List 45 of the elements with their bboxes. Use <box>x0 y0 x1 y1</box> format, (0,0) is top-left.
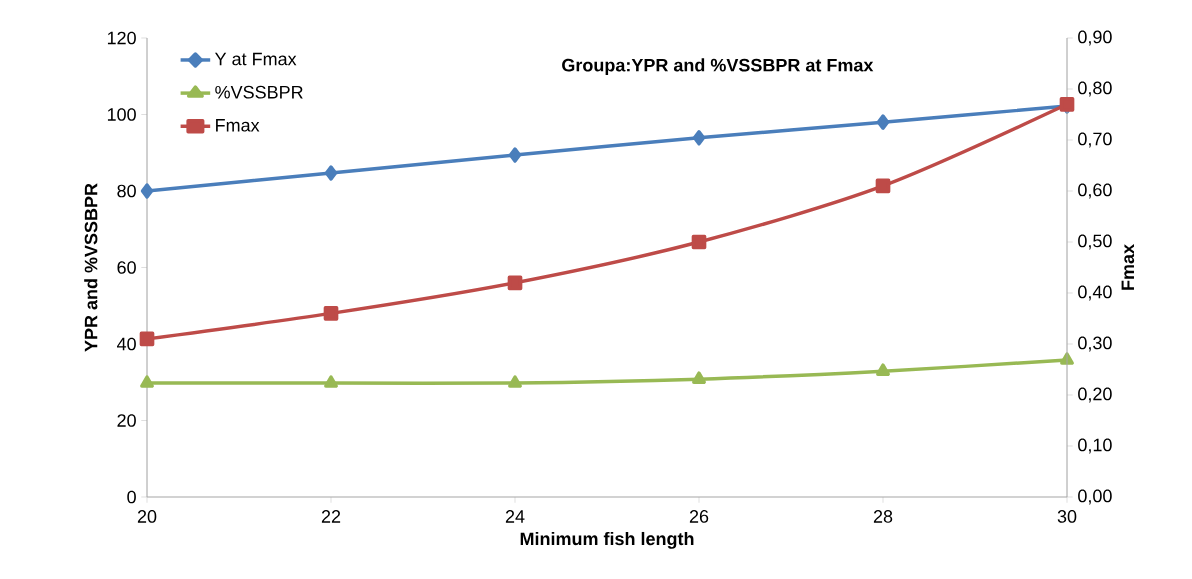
y-axis-title: YPR and %VSSBPR <box>84 183 98 352</box>
y-tick-label: 100 <box>107 108 136 121</box>
y2-tick-label: 0,00 <box>1078 489 1112 505</box>
x-axis-title: Minimum fish length <box>520 531 694 549</box>
y2-tick-label: 0,90 <box>1078 30 1112 46</box>
y2-axis-title: Fmax <box>1121 244 1135 290</box>
y2-tick-label: 0,10 <box>1078 438 1112 454</box>
x-tick-label: 24 <box>505 510 525 523</box>
x-tick-label: 22 <box>321 510 341 523</box>
x-tick-label: 28 <box>873 510 893 523</box>
y-tick-label: 20 <box>117 414 136 427</box>
point <box>875 178 891 194</box>
point <box>508 147 522 163</box>
y-tick-label: 40 <box>117 337 136 351</box>
y-tick-label: 60 <box>117 261 136 274</box>
y2-tick-label: 0,60 <box>1078 183 1112 199</box>
y-tick-label: 0 <box>127 490 136 504</box>
point <box>507 275 523 291</box>
point <box>876 114 890 130</box>
y2-tick-label: 0,50 <box>1078 234 1112 250</box>
legend-label: Y at Fmax <box>214 52 297 66</box>
y-tick-label: 80 <box>117 184 136 198</box>
point <box>692 130 706 146</box>
y2-tick-label: 0,80 <box>1078 81 1112 97</box>
point <box>324 165 338 181</box>
point <box>140 375 154 388</box>
y2-tick-label: 0,40 <box>1078 285 1112 301</box>
y-tick-label: 120 <box>107 31 136 45</box>
point <box>140 183 154 199</box>
point <box>323 306 339 321</box>
point <box>508 375 522 388</box>
point <box>692 371 706 384</box>
y2-tick-label: 0,30 <box>1078 336 1112 352</box>
x-tick-label: 26 <box>689 510 709 523</box>
legend-label: %VSSBPR <box>215 85 303 99</box>
text: Groupa:YPR and %VSSBPR at Fmax <box>562 58 874 76</box>
point <box>324 375 338 388</box>
legend-label: Fmax <box>216 119 260 132</box>
point <box>691 234 707 250</box>
y2-tick-label: 0,70 <box>1078 132 1112 148</box>
point <box>876 363 890 376</box>
point <box>139 331 155 347</box>
y2-tick-label: 0,20 <box>1078 387 1112 403</box>
x-tick-label: 20 <box>137 510 157 523</box>
x-tick-label: 30 <box>1057 510 1077 523</box>
